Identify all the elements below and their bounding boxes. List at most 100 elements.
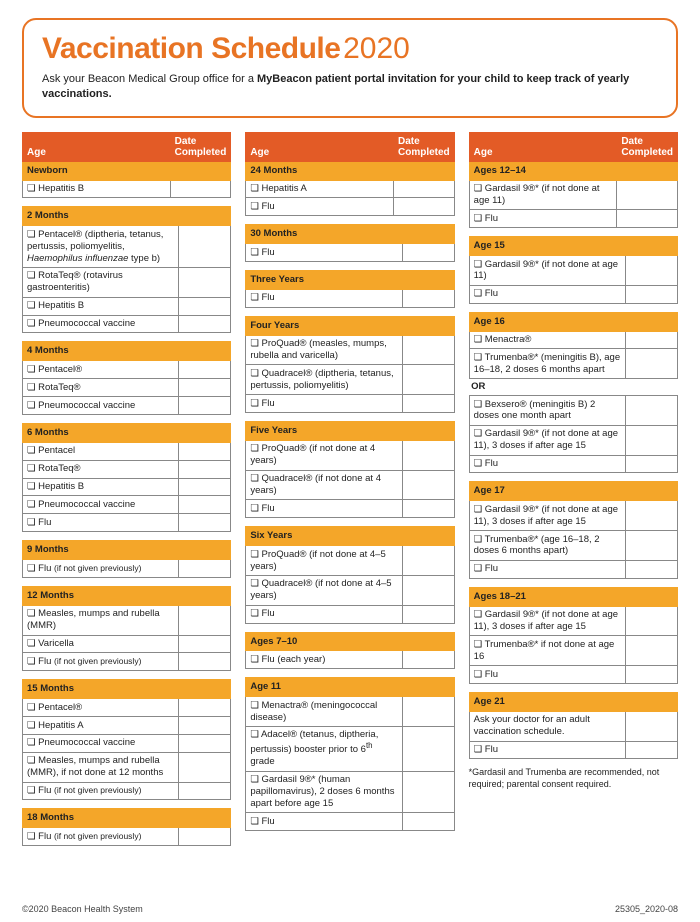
date-cell[interactable] <box>179 267 231 297</box>
date-cell[interactable] <box>402 470 454 500</box>
vaccine-cell: ❏ Trumenba®* (meningitis B), age 16–18, … <box>469 349 625 379</box>
date-cell[interactable] <box>617 210 678 228</box>
date-cell[interactable] <box>179 442 231 460</box>
vaccine-cell: ❏ Trumenba®* (age 16–18, 2 doses 6 month… <box>469 531 625 561</box>
date-cell[interactable] <box>402 395 454 413</box>
vaccine-row: ❏ Flu <box>469 741 677 759</box>
date-cell[interactable] <box>179 315 231 333</box>
vaccine-row: ❏ Gardasil 9®* (if not done at age 11), … <box>469 425 677 455</box>
vaccine-row: ❏ Measles, mumps and rubella (MMR), if n… <box>23 752 231 782</box>
date-cell[interactable] <box>179 752 231 782</box>
date-cell[interactable] <box>625 331 677 349</box>
vaccine-cell: ❏ Pentacel® <box>23 699 179 717</box>
date-cell[interactable] <box>625 501 677 531</box>
date-cell[interactable] <box>393 198 454 216</box>
date-cell[interactable] <box>402 244 454 262</box>
date-cell[interactable] <box>179 653 231 671</box>
date-cell[interactable] <box>170 180 231 198</box>
vaccine-cell: ❏ Hepatitis B <box>23 180 171 198</box>
date-cell[interactable] <box>179 717 231 735</box>
footer: ©2020 Beacon Health System 25305_2020-08 <box>22 904 678 914</box>
date-cell[interactable] <box>179 782 231 800</box>
date-cell[interactable] <box>625 425 677 455</box>
col-header-date: Date Completed <box>617 132 678 161</box>
date-cell[interactable] <box>179 361 231 379</box>
date-cell[interactable] <box>402 651 454 669</box>
date-cell[interactable] <box>625 560 677 578</box>
subtitle: Ask your Beacon Medical Group office for… <box>42 72 658 102</box>
age-row: Six Years <box>246 527 454 546</box>
date-cell[interactable] <box>179 635 231 653</box>
date-cell[interactable] <box>179 734 231 752</box>
date-cell[interactable] <box>625 741 677 759</box>
date-cell[interactable] <box>179 379 231 397</box>
date-cell[interactable] <box>393 180 454 198</box>
schedule-table: Four Years❏ ProQuad® (measles, mumps, ru… <box>245 316 454 413</box>
col-header-date: Date Completed <box>393 132 454 161</box>
date-cell[interactable] <box>179 514 231 532</box>
vaccine-cell: ❏ Flu <box>246 605 402 623</box>
age-row: 4 Months <box>23 342 231 361</box>
vaccine-cell: ❏ Measles, mumps and rubella (MMR), if n… <box>23 752 179 782</box>
date-cell[interactable] <box>625 711 677 741</box>
date-cell[interactable] <box>402 605 454 623</box>
date-cell[interactable] <box>625 349 677 379</box>
vaccine-cell: ❏ Flu <box>246 395 402 413</box>
vaccine-cell: ❏ ProQuad® (if not done at 4 years) <box>246 440 402 470</box>
date-cell[interactable] <box>402 289 454 307</box>
date-cell[interactable] <box>617 180 678 210</box>
date-cell[interactable] <box>625 285 677 303</box>
date-cell[interactable] <box>625 606 677 636</box>
vaccine-cell: ❏ Measles, mumps and rubella (MMR) <box>23 605 179 635</box>
schedule-table: 30 Months❏ Flu <box>245 224 454 262</box>
date-cell[interactable] <box>625 256 677 286</box>
date-cell[interactable] <box>402 500 454 518</box>
date-cell[interactable] <box>625 666 677 684</box>
age-row: Age 21 <box>469 692 677 711</box>
vaccine-cell: ❏ Flu (if not given previously) <box>23 560 179 578</box>
col-header-age: Age <box>246 132 394 161</box>
date-cell[interactable] <box>179 397 231 415</box>
date-cell[interactable] <box>179 828 231 846</box>
age-row: 12 Months <box>23 586 231 605</box>
date-cell[interactable] <box>179 496 231 514</box>
date-cell[interactable] <box>179 460 231 478</box>
col-header-date: Date Completed <box>170 132 231 161</box>
date-cell[interactable] <box>402 365 454 395</box>
date-cell[interactable] <box>179 699 231 717</box>
date-cell[interactable] <box>179 605 231 635</box>
vaccine-cell: ❏ Flu <box>246 198 394 216</box>
vaccine-cell: ❏ Hepatitis A <box>23 717 179 735</box>
date-cell[interactable] <box>402 813 454 831</box>
date-cell[interactable] <box>402 440 454 470</box>
age-row: Four Years <box>246 316 454 335</box>
header-box: Vaccination Schedule 2020 Ask your Beaco… <box>22 18 678 118</box>
vaccine-row: ❏ Varicella <box>23 635 231 653</box>
vaccine-cell: ❏ RotaTeq® <box>23 379 179 397</box>
schedule-table: 2 Months❏ Pentacel® (diptheria, tetanus,… <box>22 206 231 333</box>
date-cell[interactable] <box>402 726 454 771</box>
date-cell[interactable] <box>402 546 454 576</box>
date-cell[interactable] <box>179 478 231 496</box>
date-cell[interactable] <box>179 297 231 315</box>
date-cell[interactable] <box>402 771 454 813</box>
date-cell[interactable] <box>402 335 454 365</box>
age-row: Age 15 <box>469 237 677 256</box>
col-header-age: Age <box>23 132 171 161</box>
schedule-table: 12 Months❏ Measles, mumps and rubella (M… <box>22 586 231 671</box>
doc-code: 25305_2020-08 <box>615 904 678 914</box>
date-cell[interactable] <box>625 396 677 426</box>
date-cell[interactable] <box>625 531 677 561</box>
date-cell[interactable] <box>625 455 677 473</box>
age-row: Newborn <box>23 161 231 180</box>
date-cell[interactable] <box>179 560 231 578</box>
date-cell[interactable] <box>402 697 454 727</box>
date-cell[interactable] <box>625 636 677 666</box>
vaccine-cell: ❏ Pneumococcal vaccine <box>23 734 179 752</box>
vaccine-cell: ❏ Pneumococcal vaccine <box>23 397 179 415</box>
column-3: AgeDate CompletedAges 12–14❏ Gardasil 9®… <box>469 132 678 855</box>
date-cell[interactable] <box>402 575 454 605</box>
vaccine-row: ❏ RotaTeq® <box>23 379 231 397</box>
vaccine-row: ❏ Quadracel® (if not done at 4–5 years) <box>246 575 454 605</box>
date-cell[interactable] <box>179 226 231 268</box>
